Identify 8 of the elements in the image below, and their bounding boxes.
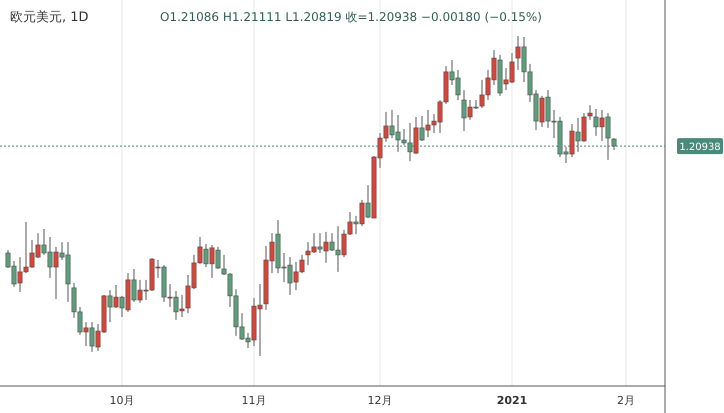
x-tick-label: 12月 [368, 394, 392, 407]
x-tick-label: 11月 [242, 394, 266, 407]
text: 1.20938 [679, 142, 721, 154]
chart-title: 欧元美元, 1D [10, 9, 89, 25]
chart-subtitle: O1.21086 H1.21111 L1.20819 收=1.20938 −0.00180 (−0.15%) [160, 10, 542, 24]
x-tick-label: 2月 [617, 394, 635, 407]
x-tick-label: 10月 [110, 394, 134, 407]
x-tick-label: 2021 [496, 394, 528, 407]
